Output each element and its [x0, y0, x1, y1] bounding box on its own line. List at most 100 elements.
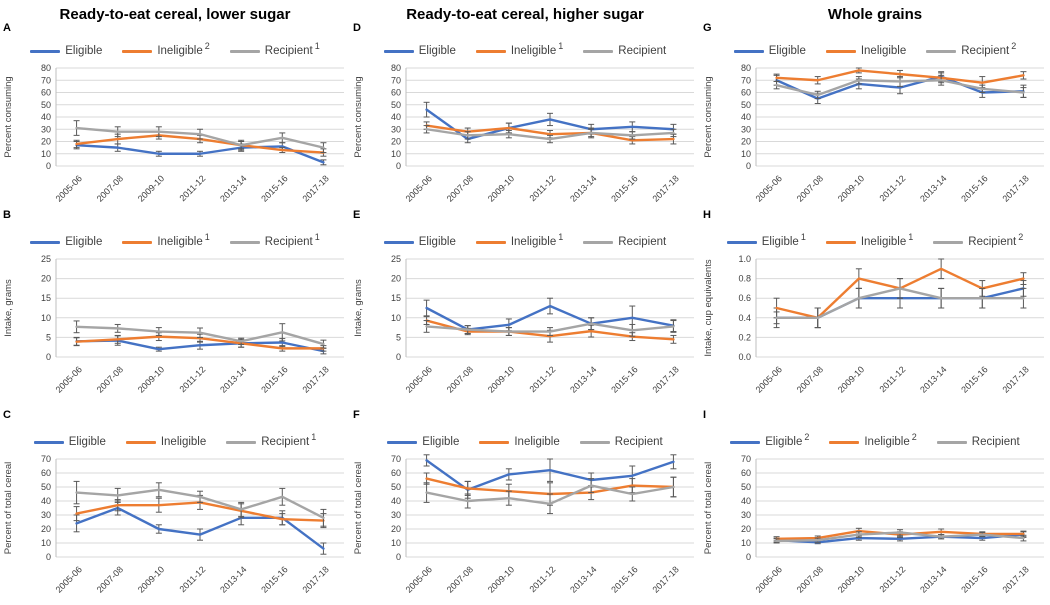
- svg-text:60: 60: [741, 88, 751, 98]
- svg-text:2009-10: 2009-10: [836, 564, 866, 594]
- svg-text:0: 0: [746, 552, 751, 562]
- column-title-lower-sugar: Ready-to-eat cereal, lower sugar: [59, 6, 291, 23]
- svg-text:2015-16: 2015-16: [609, 173, 639, 203]
- svg-text:10: 10: [391, 149, 401, 159]
- svg-text:30: 30: [391, 124, 401, 134]
- gridlines: 0 10 20 30 40 50 60 70: [741, 454, 1044, 562]
- series-line-recipient: [75, 325, 325, 346]
- svg-text:20: 20: [391, 137, 401, 147]
- legend-item-eligible: Eligible: [733, 45, 806, 57]
- svg-text:0.6: 0.6: [738, 293, 751, 303]
- svg-text:2007-08: 2007-08: [95, 364, 125, 394]
- svg-text:2009-10: 2009-10: [136, 564, 166, 594]
- y-axis-title: Intake, grams: [3, 279, 14, 337]
- legend-item-eligible: Eligible: [33, 436, 106, 448]
- svg-text:0.2: 0.2: [738, 332, 751, 342]
- legend-superscript: 2: [1018, 232, 1024, 243]
- line-chart-percent-total-cereal-lower-sugar: 0 10 20 30 40 50 60 70 Percent of total cereal 20…: [3, 454, 344, 595]
- svg-text:2013-14: 2013-14: [568, 564, 598, 594]
- svg-text:2017-18: 2017-18: [300, 364, 330, 394]
- legend-item-recipient: Recipient 1: [226, 433, 316, 448]
- legend-superscript: 1: [314, 41, 320, 52]
- legend-label: Recipient 2: [961, 41, 1017, 57]
- svg-text:10: 10: [391, 313, 401, 323]
- svg-text:30: 30: [741, 510, 751, 520]
- svg-text:70: 70: [741, 454, 751, 464]
- legend-item-recipient: Recipient 2: [933, 233, 1023, 248]
- series-recipient: [773, 278, 1027, 329]
- svg-text:2007-08: 2007-08: [445, 364, 475, 394]
- legend-line-swatch: [387, 440, 418, 444]
- legend-item-eligible: Eligible: [383, 45, 456, 57]
- column-title-whole-grains: Whole grains: [827, 6, 923, 23]
- series-line-eligible: [75, 143, 325, 164]
- series-recipient: [73, 120, 327, 154]
- chart-legend: Eligible Ineligible Recipient: [350, 431, 700, 453]
- svg-text:40: 40: [41, 496, 51, 506]
- svg-text:80: 80: [41, 63, 51, 73]
- legend-superscript: 1: [314, 232, 320, 243]
- legend-label: Eligible: [422, 436, 460, 448]
- legend-line-swatch: [33, 440, 64, 444]
- legend-label: Ineligible: [160, 436, 207, 448]
- svg-text:15: 15: [391, 293, 401, 303]
- svg-text:0: 0: [46, 161, 51, 171]
- legend-label: Ineligible 1: [510, 232, 564, 248]
- svg-text:2005-06: 2005-06: [54, 564, 84, 594]
- chart-legend: Eligible Ineligible 1 Recipient: [350, 231, 700, 253]
- legend-superscript: 2: [204, 41, 210, 52]
- svg-text:50: 50: [41, 482, 51, 492]
- chart-legend: Eligible 2 Ineligible 2 Recipient: [700, 431, 1050, 453]
- panel-B: B Eligible Ineligible 1 Recipient 1 0 5 10 15 20…: [0, 205, 350, 405]
- svg-text:70: 70: [391, 454, 401, 464]
- legend-label: Recipient 1: [264, 232, 320, 248]
- legend-line-swatch: [730, 440, 761, 444]
- y-axis-title: Percent of total cereal: [353, 462, 364, 554]
- line-chart-intake-cup-equivalents-whole-grains: 0.0 0.2 0.4 0.6 0.8 1.0 Intake, cup equivalent…: [703, 254, 1044, 395]
- svg-text:20: 20: [41, 524, 51, 534]
- legend-label: Recipient: [618, 45, 667, 57]
- svg-text:2007-08: 2007-08: [795, 564, 825, 594]
- svg-text:2009-10: 2009-10: [136, 364, 166, 394]
- svg-text:60: 60: [391, 88, 401, 98]
- legend-superscript: 1: [558, 41, 564, 52]
- panel-F: F Eligible Ineligible Recipient 0 10 20 30 40 5…: [350, 405, 700, 605]
- svg-text:50: 50: [741, 482, 751, 492]
- legend-superscript: 1: [204, 232, 210, 243]
- svg-text:2005-06: 2005-06: [404, 173, 434, 203]
- legend-line-swatch: [933, 240, 964, 244]
- series-line-recipient: [775, 287, 1025, 320]
- panel-C: C Eligible Ineligible Recipient 1 0 10 20 30 40…: [0, 405, 350, 605]
- legend-label: Eligible: [768, 45, 806, 57]
- chart-legend: Eligible Ineligible 2 Recipient 1: [0, 40, 350, 62]
- series-line-recipient: [775, 531, 1025, 543]
- legend-item-eligible: Eligible 2: [730, 433, 809, 448]
- legend-line-swatch: [579, 440, 610, 444]
- legend-item-ineligible: Ineligible 1: [122, 233, 210, 248]
- svg-text:2013-14: 2013-14: [218, 364, 248, 394]
- svg-text:80: 80: [391, 63, 401, 73]
- svg-text:0.4: 0.4: [738, 313, 751, 323]
- panel-letter: B: [3, 209, 11, 221]
- svg-text:2007-08: 2007-08: [95, 173, 125, 203]
- legend-label: Ineligible: [514, 436, 560, 448]
- series-recipient: [73, 480, 327, 527]
- legend-item-ineligible: Ineligible: [125, 436, 207, 448]
- legend-item-ineligible: Ineligible 1: [825, 233, 913, 248]
- svg-text:0.8: 0.8: [738, 274, 751, 284]
- y-axis-title: Percent consuming: [3, 76, 14, 157]
- legend-label: Ineligible: [860, 45, 907, 57]
- svg-text:2013-14: 2013-14: [218, 173, 248, 203]
- panel-letter: F: [353, 409, 360, 421]
- legend-line-swatch: [583, 240, 614, 244]
- svg-text:60: 60: [741, 468, 751, 478]
- series-eligible: [73, 141, 327, 166]
- svg-text:25: 25: [41, 254, 51, 264]
- legend-superscript: 1: [311, 432, 317, 443]
- series-recipient: [773, 74, 1027, 100]
- svg-text:1.0: 1.0: [738, 254, 751, 264]
- svg-text:70: 70: [41, 454, 51, 464]
- legend-line-swatch: [825, 240, 856, 244]
- y-axis-title: Percent of total cereal: [3, 462, 14, 554]
